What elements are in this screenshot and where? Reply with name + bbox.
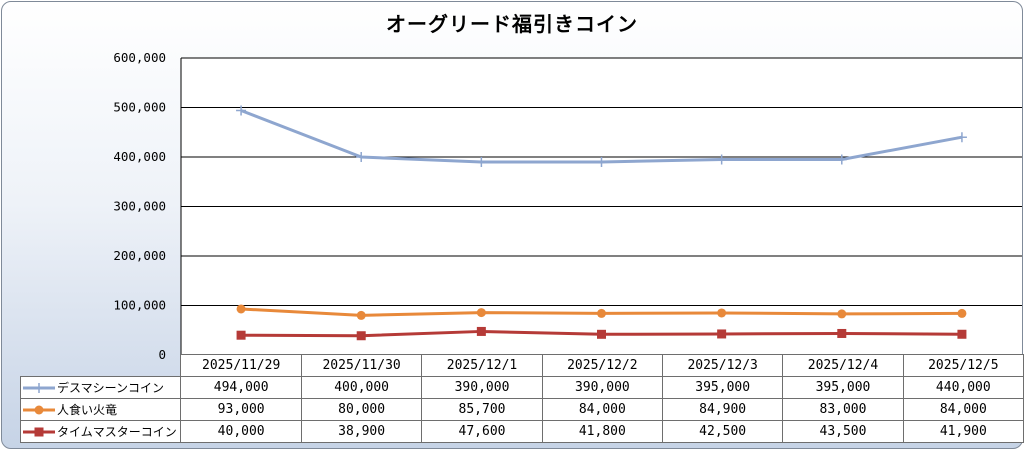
data-label: 390,000 xyxy=(421,376,543,399)
table-corner xyxy=(20,354,182,377)
y-tick-label: 200,000 xyxy=(113,248,166,263)
data-label: 40,000 xyxy=(180,420,302,443)
data-label: 395,000 xyxy=(782,376,904,399)
legend-entry: デスマシーンコイン xyxy=(19,376,182,399)
x-tick-label: 2025/12/2 xyxy=(541,354,664,377)
chart-title: オーグリード福引きコイン xyxy=(386,12,638,36)
data-label: 41,800 xyxy=(541,420,664,443)
data-point xyxy=(476,156,487,167)
data-label: 84,900 xyxy=(661,398,784,421)
data-point xyxy=(836,154,847,165)
data-label: 83,000 xyxy=(782,398,904,421)
legend-key xyxy=(23,427,55,436)
data-point xyxy=(476,308,486,318)
data-label: 41,900 xyxy=(902,420,1024,443)
x-tick-label: 2025/11/29 xyxy=(180,354,302,377)
data-label: 43,500 xyxy=(782,420,904,443)
data-label: 85,700 xyxy=(421,398,543,421)
data-label: 395,000 xyxy=(661,376,784,399)
y-tick-label: 300,000 xyxy=(113,199,166,214)
y-tick-label: 600,000 xyxy=(113,50,166,65)
legend-entry: 人食い火竜 xyxy=(19,398,182,421)
series-name: デスマシーンコイン xyxy=(57,381,165,395)
data-label: 47,600 xyxy=(421,420,543,443)
data-label: 390,000 xyxy=(541,376,664,399)
data-label: 84,000 xyxy=(541,398,664,421)
x-tick-label: 2025/12/3 xyxy=(661,354,784,377)
data-point xyxy=(717,329,727,339)
data-point xyxy=(236,105,247,116)
data-point xyxy=(717,308,727,318)
x-tick-label: 2025/11/30 xyxy=(300,354,423,377)
series-name: タイムマスターコイン xyxy=(57,425,177,439)
y-tick-label: 500,000 xyxy=(113,100,166,115)
data-point xyxy=(837,309,847,319)
data-point xyxy=(716,154,727,165)
legend-key xyxy=(23,382,55,393)
data-label: 440,000 xyxy=(902,376,1024,399)
data-point xyxy=(837,328,847,338)
data-point xyxy=(476,326,486,336)
data-table: 2025/11/29 2025/11/30 2025/12/1 2025/12/2 20… xyxy=(19,354,1024,443)
data-point xyxy=(356,152,367,162)
data-label: 400,000 xyxy=(300,376,423,399)
x-tick-label: 2025/12/1 xyxy=(421,354,543,377)
data-point xyxy=(596,156,607,167)
data-point xyxy=(597,329,606,339)
data-label: 38,900 xyxy=(300,420,423,443)
series-row: タイムマスターコイン 40,000 38,900 47,600 41,800 42,500… xyxy=(19,420,1024,443)
data-label: 84,000 xyxy=(902,398,1024,421)
series-line xyxy=(240,109,963,164)
series-row: デスマシーンコイン 494,000 400,000 390,000 390,000 395… xyxy=(19,376,1024,399)
data-point xyxy=(356,331,366,341)
data-label: 42,500 xyxy=(661,420,784,443)
y-tick-label: 100,000 xyxy=(113,298,166,313)
data-point xyxy=(957,308,967,318)
data-point xyxy=(597,308,606,318)
data-label: 80,000 xyxy=(300,398,423,421)
y-tick-label: 400,000 xyxy=(113,149,166,164)
data-point xyxy=(356,310,366,320)
data-label: 494,000 xyxy=(180,376,302,399)
data-point xyxy=(236,330,246,340)
data-point xyxy=(956,132,967,143)
series-row: 人食い火竜 93,000 80,000 85,700 84,000 84,900 83,00… xyxy=(19,398,1024,421)
legend-key xyxy=(23,405,55,414)
series-name: 人食い火竜 xyxy=(57,403,118,417)
data-point xyxy=(236,304,246,314)
x-tick-label: 2025/12/4 xyxy=(782,354,904,377)
legend-entry: タイムマスターコイン xyxy=(19,420,182,443)
x-tick-label: 2025/12/5 xyxy=(902,354,1024,377)
category-header-row: 2025/11/29 2025/11/30 2025/12/1 2025/12/2 20… xyxy=(20,354,1024,377)
data-label: 93,000 xyxy=(180,398,302,421)
data-point xyxy=(957,329,967,339)
